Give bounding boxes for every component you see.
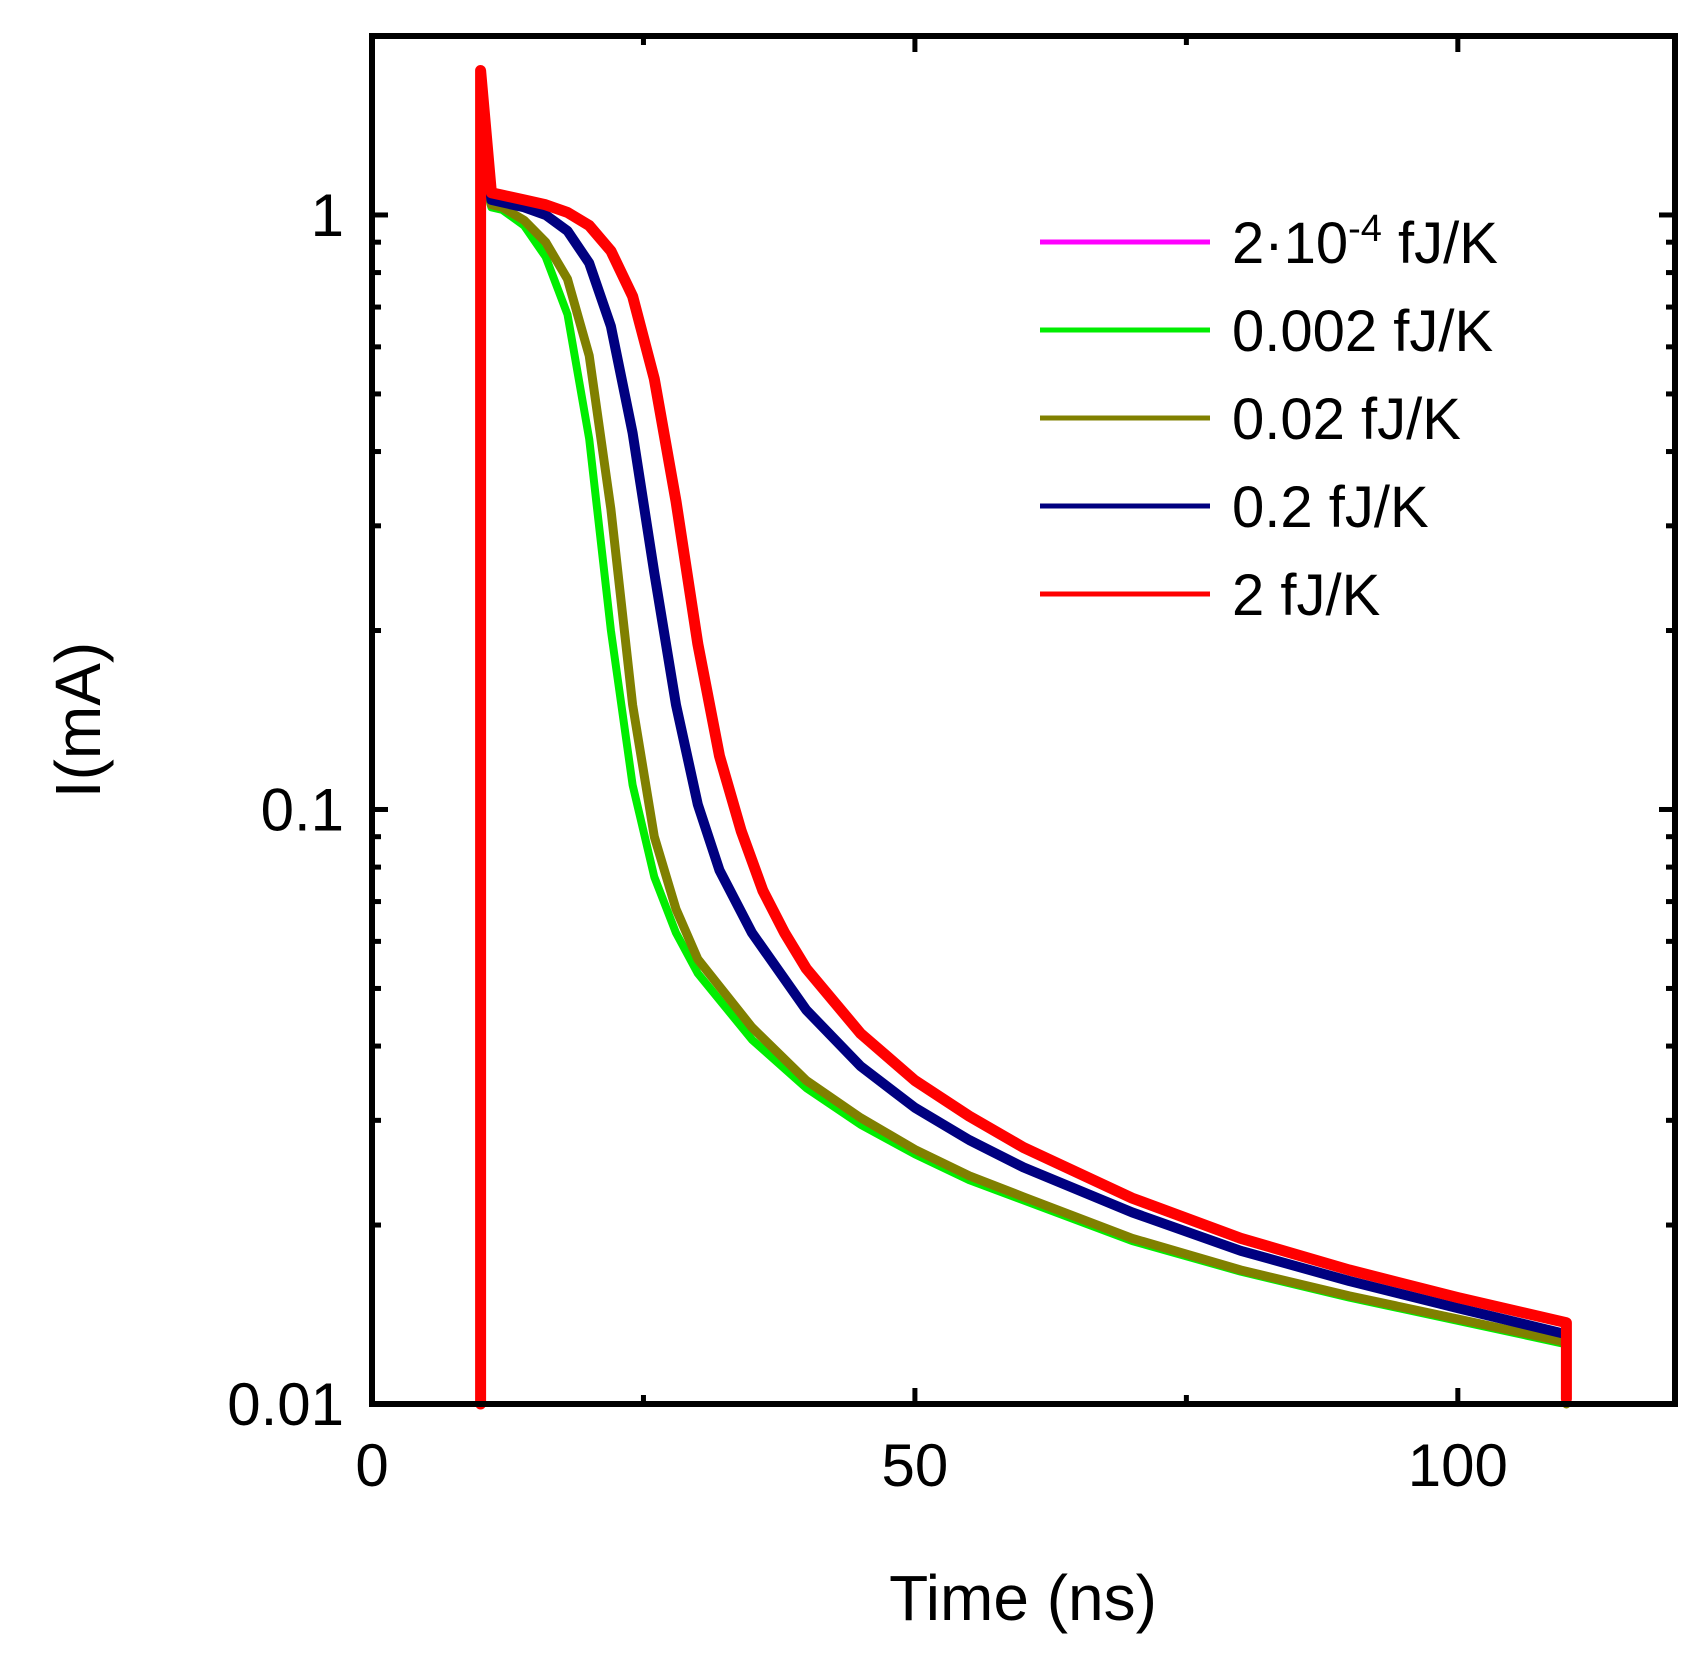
series-line-5: [475, 65, 1572, 1410]
y-axis-label: I(mA): [42, 642, 114, 798]
series-line-3: [476, 152, 1571, 1409]
series-layer: [475, 65, 1572, 1410]
legend-label-5: 2 fJ/K: [1232, 563, 1381, 628]
ticks-layer: [369, 33, 1675, 1407]
legend-label-4: 0.2 fJ/K: [1232, 475, 1429, 540]
x-axis-label: Time (ns): [889, 1562, 1157, 1634]
legend-label-main: 0.002 fJ/K: [1232, 299, 1493, 364]
legend-label-1: 2·10-4 fJ/K: [1232, 208, 1498, 276]
series-line-4: [475, 105, 1572, 1409]
legend-label-main: 2 fJ/K: [1232, 563, 1381, 628]
tick-labels-layer: 0 50 100 0.01 0.1 1: [227, 182, 1508, 1499]
legend-label-tail: fJ/K: [1382, 211, 1498, 276]
plot-frame: [369, 33, 1678, 1407]
y-tick-label: 0.01: [227, 1371, 344, 1438]
legend-label-main: 0.2 fJ/K: [1232, 475, 1429, 540]
y-tick-label: 1: [311, 182, 344, 249]
legend-label-superscript: -4: [1348, 208, 1382, 250]
x-tick-label: 0: [355, 1432, 388, 1499]
legend-label-main: 2·10: [1232, 211, 1348, 276]
legend: 2·10-4 fJ/K 0.002 fJ/K 0.02 fJ/K 0.2 fJ/K 2 …: [1040, 208, 1498, 628]
legend-label-main: 0.02 fJ/K: [1232, 387, 1461, 452]
legend-label-2: 0.002 fJ/K: [1232, 299, 1493, 364]
y-tick-label: 0.1: [261, 776, 344, 843]
legend-label-3: 0.02 fJ/K: [1232, 387, 1461, 452]
x-tick-label: 100: [1408, 1432, 1508, 1499]
x-tick-label: 50: [882, 1432, 949, 1499]
